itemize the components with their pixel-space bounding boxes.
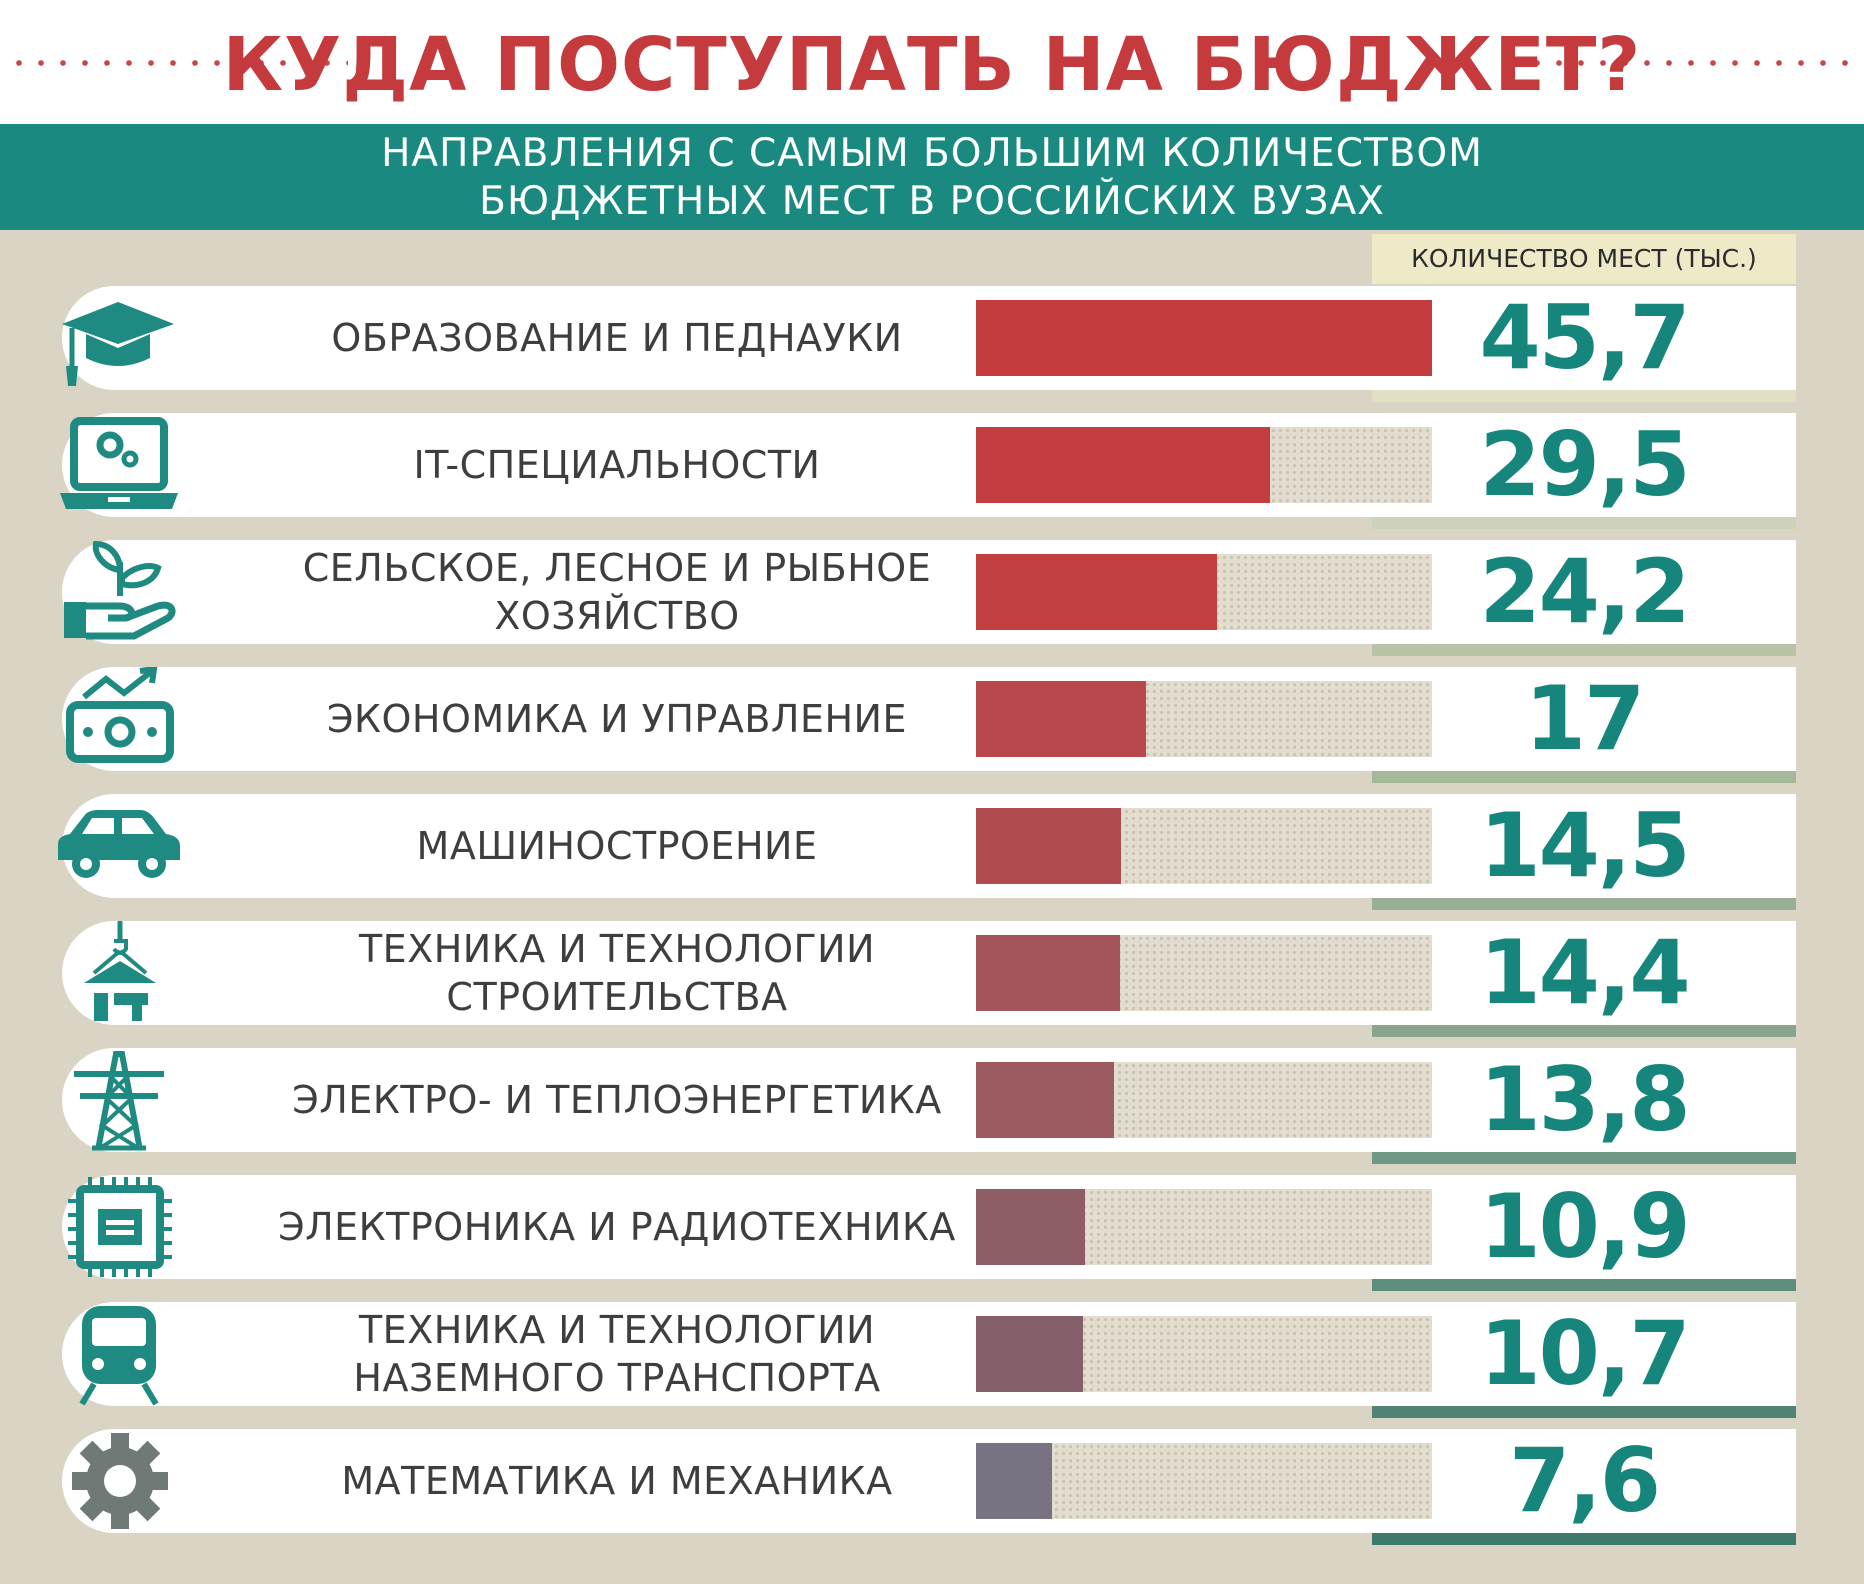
car-icon [54,794,184,898]
bar [976,1062,1114,1138]
bar-track [976,808,1432,884]
value-label: 13,8 [1479,1048,1690,1151]
bar [976,1443,1052,1519]
chart-row: СЕЛЬСКОЕ, ЛЕСНОЕ И РЫБНОЕ ХОЗЯЙСТВО [62,540,1796,644]
train-icon [54,1302,184,1406]
row-accent-stripe [1372,390,1796,402]
value-label: 24,2 [1479,540,1690,643]
row-accent-stripe [1372,1406,1796,1418]
category-label: МАТЕМАТИКА И МЕХАНИКА [341,1459,893,1503]
row-accent-stripe [1372,898,1796,910]
bar [976,808,1121,884]
bar-track [976,681,1432,757]
row-accent-stripe [1372,771,1796,783]
title-band: КУДА ПОСТУПАТЬ НА БЮДЖЕТ? [0,0,1864,124]
row-accent-stripe [1372,1152,1796,1164]
subtitle-band: НАПРАВЛЕНИЯ С САМЫМ БОЛЬШИМ КОЛИЧЕСТВОМ … [0,124,1864,230]
chart-subtitle: НАПРАВЛЕНИЯ С САМЫМ БОЛЬШИМ КОЛИЧЕСТВОМ … [0,130,1864,226]
category-label: МАШИНОСТРОЕНИЕ [416,824,818,868]
bar [976,1189,1085,1265]
value-label: 45,7 [1479,286,1690,389]
money-growth-icon [54,667,184,771]
chart-row: МАШИНОСТРОЕНИЕ [58,794,1796,898]
category-label: ЭЛЕКТРОНИКА И РАДИОТЕХНИКА [278,1205,956,1249]
hand-sprout-icon [54,540,184,644]
bar [976,427,1270,503]
category-label: ТЕХНИКА И ТЕХНОЛОГИИ НАЗЕМНОГО ТРАНСПОРТ… [353,1308,881,1400]
bar-track [976,1189,1432,1265]
chart-row: ТЕХНИКА И ТЕХНОЛОГИИ НАЗЕМНОГО ТРАНСПОРТ… [62,1302,1796,1406]
chart-row: ЭКОНОМИКА И УПРАВЛЕНИЕ [62,667,1796,771]
power-tower-icon [54,1048,184,1152]
dotted-rule-right [1504,60,1856,66]
value-label: 10,7 [1479,1302,1690,1405]
bar-track [976,1443,1432,1519]
chart-row: IT-СПЕЦИАЛЬНОСТИ [60,413,1796,517]
bar-track [976,300,1432,376]
bar-track [976,1316,1432,1392]
bar-track [976,1062,1432,1138]
value-label: 7,6 [1509,1429,1661,1532]
chart-row: ТЕХНИКА И ТЕХНОЛОГИИ СТРОИТЕЛЬСТВА [62,921,1796,1025]
page-title: КУДА ПОСТУПАТЬ НА БЮДЖЕТ? [222,22,1642,108]
row-accent-stripe [1372,517,1796,529]
chart-row: ОБРАЗОВАНИЕ И ПЕДНАУКИ [62,286,1796,390]
row-accent-stripe [1372,1025,1796,1037]
subtitle-line-2: БЮДЖЕТНЫХ МЕСТ В РОССИЙСКИХ ВУЗАХ [479,179,1385,224]
laptop-gears-icon [54,413,184,517]
category-label: IT-СПЕЦИАЛЬНОСТИ [413,443,821,487]
bar [976,681,1146,757]
crane-house-icon [54,921,184,1025]
dotted-rule-left [8,60,348,66]
microchip-icon [54,1175,184,1279]
bar [976,554,1217,630]
bar-track [976,554,1432,630]
gear-icon [56,1429,186,1533]
subtitle-line-1: НАПРАВЛЕНИЯ С САМЫМ БОЛЬШИМ КОЛИЧЕСТВОМ [381,131,1483,176]
graduation-cap-icon [54,286,184,390]
value-label: 14,5 [1479,794,1690,897]
category-label: ОБРАЗОВАНИЕ И ПЕДНАУКИ [331,316,903,360]
bar-track [976,427,1432,503]
category-label: ТЕХНИКА И ТЕХНОЛОГИИ СТРОИТЕЛЬСТВА [358,927,876,1019]
category-label: ЭКОНОМИКА И УПРАВЛЕНИЕ [327,697,907,741]
chart-row: МАТЕМАТИКА И МЕХАНИКА [62,1429,1796,1533]
value-label: 17 [1524,667,1645,770]
row-accent-stripe [1372,1279,1796,1291]
value-column-header: КОЛИЧЕСТВО МЕСТ (ТЫС.) [1372,234,1796,284]
category-label: ЭЛЕКТРО- И ТЕПЛОЭНЕРГЕТИКА [292,1078,942,1122]
value-label: 14,4 [1479,921,1690,1024]
bar [976,300,1432,376]
chart-row: ЭЛЕКТРОНИКА И РАДИОТЕХНИКА [62,1175,1796,1279]
bar [976,1316,1083,1392]
bar [976,935,1120,1011]
value-label: 10,9 [1479,1175,1690,1278]
row-accent-stripe [1372,1533,1796,1545]
value-label: 29,5 [1479,413,1690,516]
bar-track [976,935,1432,1011]
chart-row: ЭЛЕКТРО- И ТЕПЛОЭНЕРГЕТИКА [62,1048,1796,1152]
category-label: СЕЛЬСКОЕ, ЛЕСНОЕ И РЫБНОЕ ХОЗЯЙСТВО [302,546,932,638]
row-accent-stripe [1372,644,1796,656]
